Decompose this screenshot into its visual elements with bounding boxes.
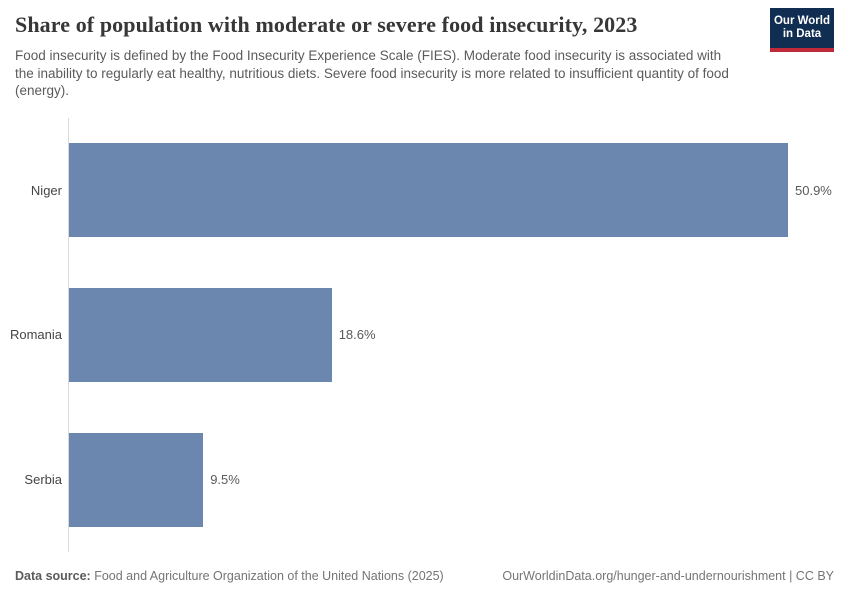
bar[interactable] bbox=[69, 287, 332, 382]
bar-row: Niger 50.9% bbox=[15, 118, 834, 263]
category-label: Romania bbox=[9, 327, 62, 343]
data-source-text: Food and Agriculture Organization of the… bbox=[90, 569, 444, 583]
value-label: 50.9% bbox=[795, 182, 832, 198]
bar-row: Serbia 9.5% bbox=[15, 407, 834, 552]
bar[interactable] bbox=[69, 432, 204, 527]
bar-track: 50.9% bbox=[68, 118, 834, 263]
chart-header: Share of population with moderate or sev… bbox=[15, 8, 834, 100]
chart-footer: Data source: Food and Agriculture Organi… bbox=[15, 568, 834, 584]
bar-chart: Niger 50.9% Romania 18.6% Serbia 9.5% bbox=[9, 118, 834, 552]
owid-logo-line1: Our World bbox=[773, 15, 830, 27]
owid-url-link[interactable]: OurWorldinData.org/hunger-and-undernouri… bbox=[502, 569, 834, 583]
bar-track: 18.6% bbox=[68, 262, 834, 408]
bar-row: Romania 18.6% bbox=[9, 262, 834, 408]
data-source: Data source: Food and Agriculture Organi… bbox=[15, 568, 444, 584]
bar-track: 9.5% bbox=[68, 407, 834, 552]
value-label: 18.6% bbox=[338, 327, 376, 343]
owid-logo-line2: in Data bbox=[782, 28, 822, 40]
owid-logo[interactable]: Our World in Data bbox=[770, 8, 834, 52]
chart-subtitle: Food insecurity is defined by the Food I… bbox=[15, 48, 729, 98]
data-source-label: Data source: bbox=[15, 569, 91, 583]
chart-title: Share of population with moderate or sev… bbox=[15, 12, 638, 37]
value-label: 9.5% bbox=[210, 472, 240, 488]
category-label: Niger bbox=[30, 182, 62, 198]
bar[interactable] bbox=[69, 143, 788, 238]
category-label: Serbia bbox=[24, 472, 62, 488]
